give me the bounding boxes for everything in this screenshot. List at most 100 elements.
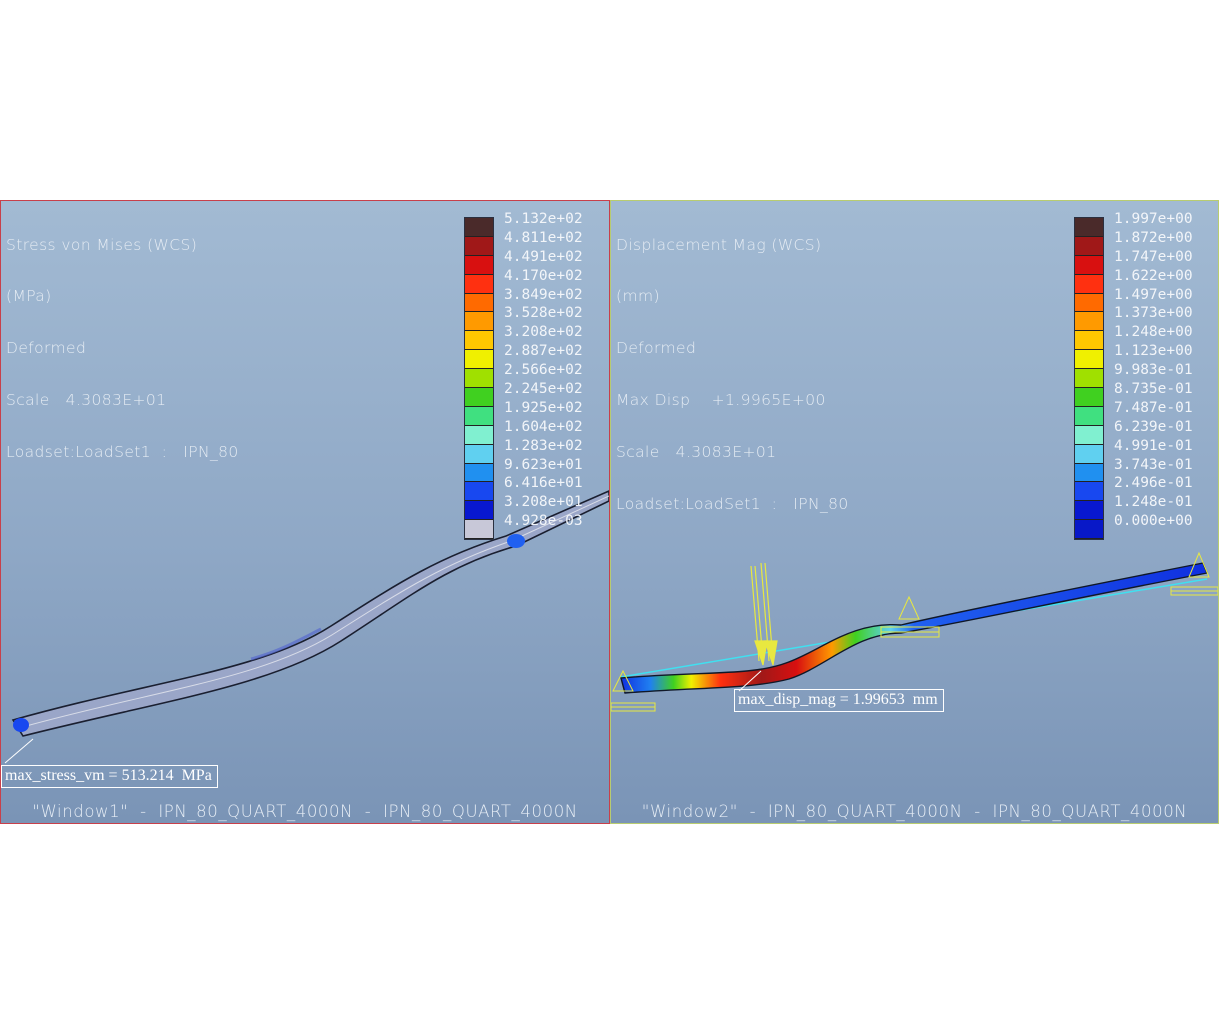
legend-value-label: 6.239e-01 — [1114, 418, 1193, 435]
legend-value-label: 5.132e+02 — [504, 211, 583, 227]
legend-value-label: 4.991e-01 — [1114, 437, 1193, 454]
legend-value-label: 1.997e+00 — [1114, 211, 1193, 227]
legend-value-label: 1.248e-01 — [1114, 494, 1193, 511]
legend-swatch — [1075, 482, 1103, 502]
legend-value-label: 4.170e+02 — [504, 267, 583, 284]
legend-value-label: 4.811e+02 — [504, 229, 583, 246]
legend-labels: 1.997e+00 1.872e+00 1.747e+00 1.622e+00 1.49… — [1114, 210, 1193, 531]
legend-swatch — [465, 331, 493, 351]
legend-value-label: 9.983e-01 — [1114, 362, 1193, 379]
legend-value-label: 2.496e-01 — [1114, 475, 1193, 492]
header-line: Loadset:LoadSet1 : IPN_80 — [6, 443, 239, 462]
legend-swatch — [465, 463, 493, 483]
legend-value-label: 3.208e+01 — [504, 494, 583, 511]
legend-swatch — [465, 312, 493, 332]
stress-band-mid — [250, 627, 322, 661]
max-displacement-label: max_disp_mag = 1.99653 mm — [734, 689, 944, 712]
legend-labels: 5.132e+02 4.811e+02 4.491e+02 4.170e+02 3.84… — [504, 210, 583, 531]
legend-swatch — [1075, 331, 1103, 351]
legend-swatch — [1075, 425, 1103, 445]
legend-swatch — [1075, 501, 1103, 521]
displacement-viewport-window2[interactable]: Displacement Mag (WCS) (mm) Deformed Max… — [610, 200, 1219, 824]
legend-swatch — [465, 369, 493, 389]
header-line: Loadset:LoadSet1 : IPN_80 — [616, 495, 849, 514]
legend-value-label: 1.283e+02 — [504, 437, 583, 454]
stress-viewport-window1[interactable]: Stress von Mises (WCS) (MPa) Deformed Sc… — [0, 200, 610, 824]
legend-value-label: 1.497e+00 — [1114, 286, 1193, 303]
legend-swatch — [1075, 218, 1103, 237]
header-line: Displacement Mag (WCS) — [616, 235, 822, 254]
header-line: (MPa) — [6, 287, 52, 306]
legend-value-label: 4.491e+02 — [504, 248, 583, 265]
legend-value-label: 9.623e+01 — [504, 456, 583, 473]
legend-swatch — [1075, 520, 1103, 540]
legend-swatch — [1075, 312, 1103, 332]
legend-value-label: 1.123e+00 — [1114, 343, 1193, 360]
max-stress-leader — [4, 738, 34, 764]
support-left — [611, 669, 656, 712]
header-line: (mm) — [616, 287, 660, 306]
legend-swatch — [1075, 293, 1103, 313]
legend-colorbar — [1074, 217, 1104, 541]
legend-value-label: 8.735e-01 — [1114, 381, 1193, 398]
legend-swatch — [1075, 274, 1103, 294]
legend-swatch — [465, 444, 493, 464]
legend-swatch — [1075, 388, 1103, 407]
displacement-result-header: Displacement Mag (WCS) (mm) Deformed Max… — [616, 202, 849, 548]
stress-beam-scene — [4, 490, 609, 764]
legend-swatch — [465, 520, 493, 540]
legend-value-label: 1.373e+00 — [1114, 305, 1193, 322]
legend-swatch — [465, 425, 493, 445]
max-disp-leader — [738, 670, 762, 692]
legend-swatch — [1075, 369, 1103, 389]
stress-result-header: Stress von Mises (WCS) (MPa) Deformed Sc… — [6, 202, 239, 496]
legend-value-label: 1.925e+02 — [504, 399, 583, 416]
legend-value-label: 4.928e-03 — [504, 513, 583, 530]
applied-load-arrows — [750, 562, 778, 666]
header-line: Scale 4.3083E+01 — [616, 443, 777, 462]
legend-value-label: 2.566e+02 — [504, 362, 583, 379]
legend-value-label: 3.743e-01 — [1114, 456, 1193, 473]
legend-value-label: 1.248e+00 — [1114, 324, 1193, 341]
legend-value-label: 3.849e+02 — [504, 286, 583, 303]
legend-swatch — [465, 482, 493, 502]
legend-swatch — [465, 501, 493, 521]
header-line: Deformed — [6, 339, 87, 358]
legend-value-label: 3.528e+02 — [504, 305, 583, 322]
legend-swatch — [465, 255, 493, 275]
displacement-beam-scene — [611, 551, 1218, 712]
support-right — [1170, 551, 1218, 596]
legend-swatch — [465, 218, 493, 237]
stress-hotspot-right — [507, 534, 525, 548]
legend-value-label: 2.245e+02 — [504, 381, 583, 398]
legend-swatch — [1075, 463, 1103, 483]
legend-swatch — [1075, 444, 1103, 464]
legend-colorbar — [464, 217, 494, 541]
header-line: Max Disp +1.9965E+00 — [616, 391, 826, 410]
legend-swatch — [1075, 236, 1103, 256]
legend-swatch — [1075, 255, 1103, 275]
legend-value-label: 1.747e+00 — [1114, 248, 1193, 265]
legend-swatch — [465, 293, 493, 313]
header-line: Scale 4.3083E+01 — [6, 391, 167, 410]
beam-body — [11, 490, 609, 737]
stress-hotspot-left — [13, 718, 29, 732]
legend-swatch — [465, 406, 493, 426]
max-stress-label: max_stress_vm = 513.214 MPa — [1, 765, 218, 788]
legend-value-label: 1.872e+00 — [1114, 229, 1193, 246]
window2-footer: "Window2" - IPN_80_QUART_4000N - IPN_80_… — [641, 802, 1188, 821]
window1-footer: "Window1" - IPN_80_QUART_4000N - IPN_80_… — [32, 802, 578, 821]
legend-value-label: 0.000e+00 — [1114, 513, 1193, 530]
legend-value-label: 1.604e+02 — [504, 418, 583, 435]
header-line: Deformed — [616, 339, 697, 358]
legend-swatch — [465, 350, 493, 370]
legend-swatch — [465, 236, 493, 256]
legend-value-label: 2.887e+02 — [504, 343, 583, 360]
legend-value-label: 1.622e+00 — [1114, 267, 1193, 284]
legend-swatch — [1075, 406, 1103, 426]
header-line: Stress von Mises (WCS) — [6, 235, 198, 254]
legend-swatch — [465, 388, 493, 407]
legend-value-label: 7.487e-01 — [1114, 399, 1193, 416]
beam-centerline — [18, 495, 609, 729]
deformed-beam — [620, 562, 1208, 694]
